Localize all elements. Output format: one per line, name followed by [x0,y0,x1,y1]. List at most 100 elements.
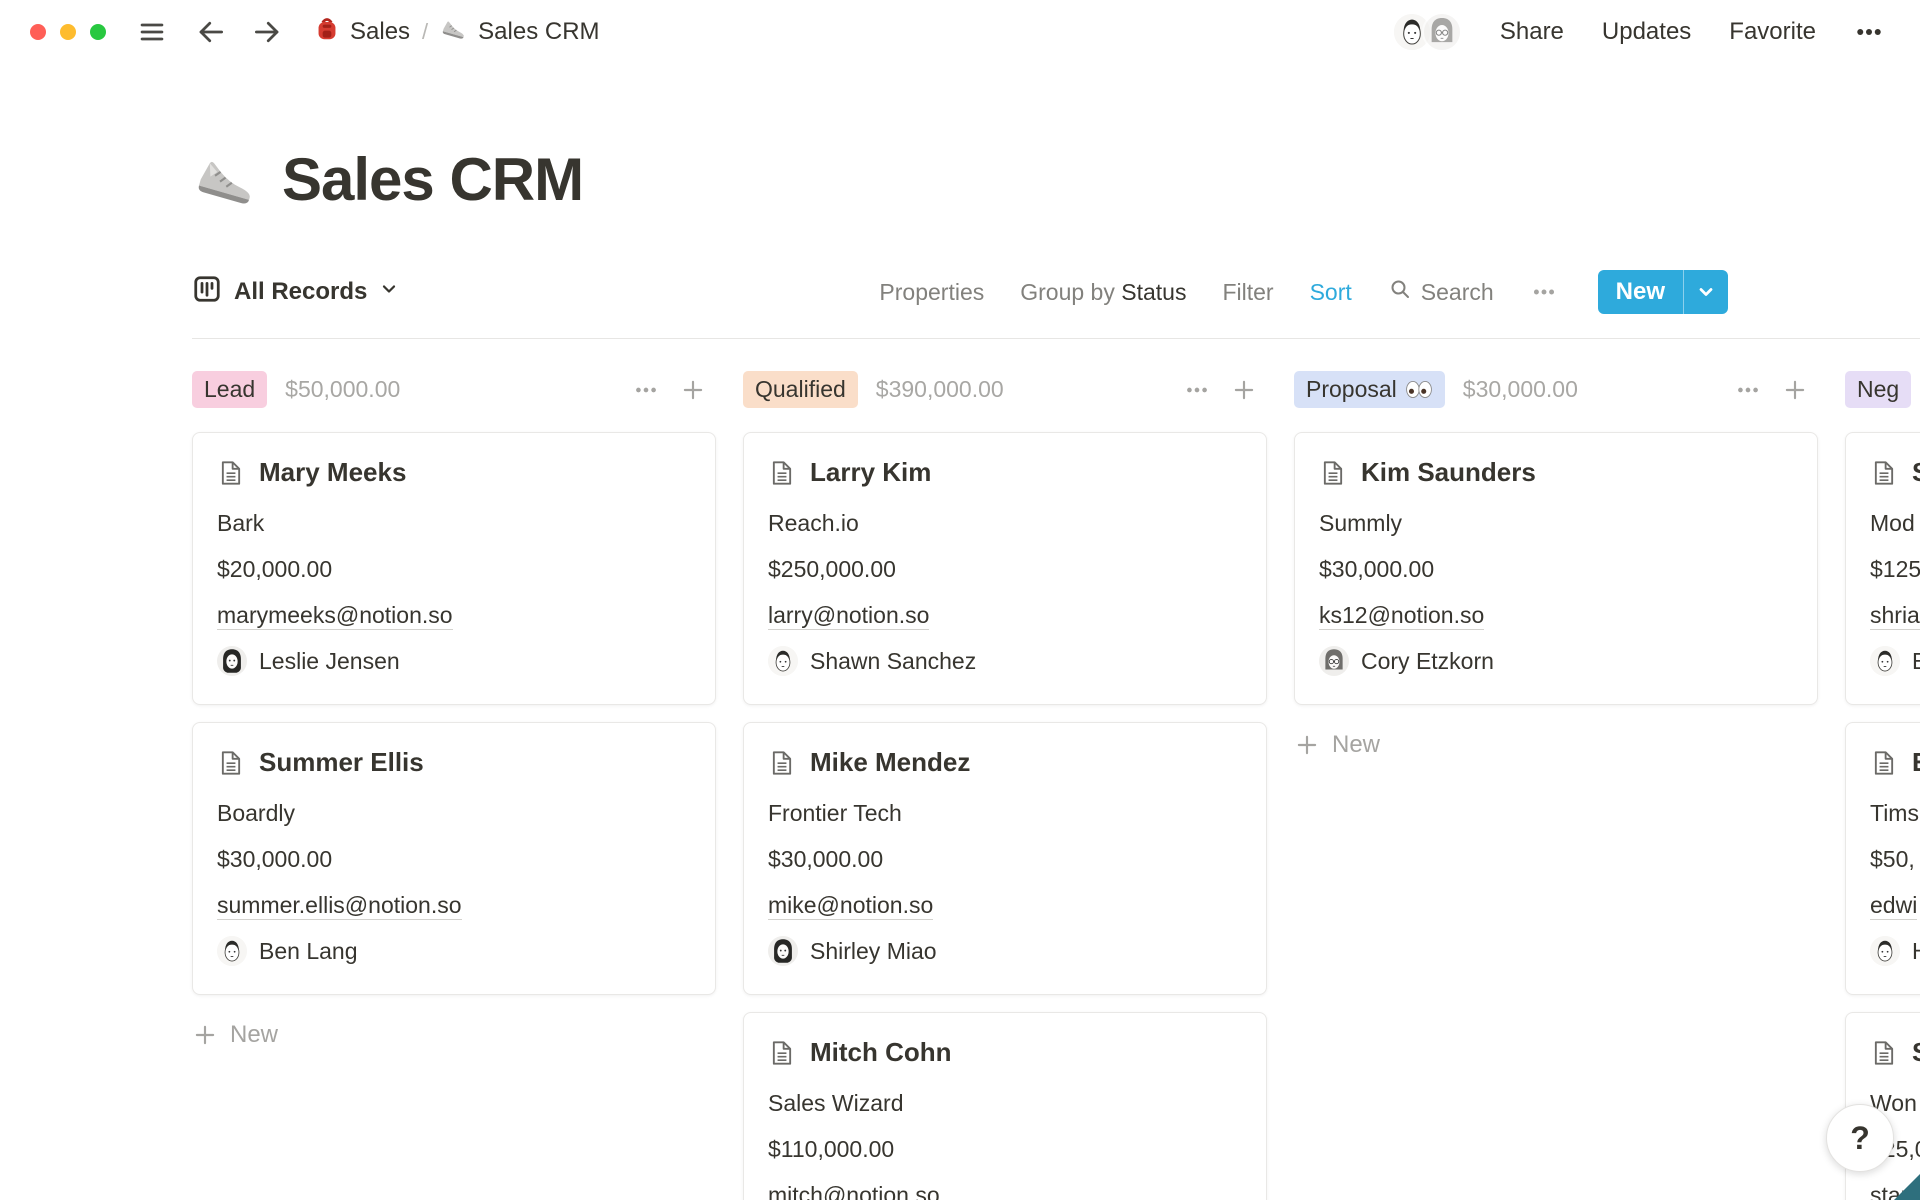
column-sum: $390,000.00 [875,376,1004,402]
page-icon [1870,749,1898,777]
person-name: Shawn Sanchez [810,647,977,674]
card-email-link[interactable]: ks12@notion.so [1319,602,1485,630]
column-header: Proposal $30,000.00 [1294,371,1818,408]
backpack-icon [314,16,340,49]
page-icon [217,459,245,487]
status-badge[interactable]: Neg [1845,371,1912,408]
status-badge[interactable]: Proposal [1294,371,1445,408]
favorite-button[interactable]: Favorite [1729,18,1816,45]
page-title[interactable]: Sales CRM [282,146,584,213]
card-email-link[interactable]: summer.ellis@notion.so [217,892,462,920]
status-badge-label: Lead [204,376,256,402]
card-person: Cory Etzkorn [1319,646,1793,676]
plus-icon [192,1022,218,1048]
page-icon [217,749,245,777]
card-company: Tims [1870,800,1919,826]
avatar [217,936,247,966]
card-value: $20,000.00 [217,556,333,582]
board: Lead $50,000.00 Mary Meeks Bark $20,000.00 ma… [192,371,1920,1200]
person-name: E [1912,647,1920,674]
board-column-neg: NegSMod$125shriaEETims$50,edwiHSWon$25,0… [1845,371,1920,1200]
back-arrow-icon[interactable] [196,17,226,47]
board-column-proposal: Proposal $30,000.00 Kim Saunders Summly $30,… [1294,371,1818,759]
card-mike-mendez[interactable]: Mike Mendez Frontier Tech $30,000.00 mike@n… [743,722,1267,995]
close-window-button[interactable] [30,24,46,40]
card-person: E [1870,646,1920,676]
share-button[interactable]: Share [1499,18,1564,45]
group-by-button[interactable]: Group by Status [1020,278,1187,305]
avatar [1319,646,1349,676]
breadcrumb-item-sales[interactable]: Sales [314,16,410,49]
column-add-card-icon[interactable] [680,377,706,403]
column-menu-icon[interactable] [632,376,660,404]
column-add-card-icon[interactable] [1231,377,1257,403]
card-e[interactable]: E Tims $50, edwi H [1845,722,1920,995]
more-options-icon[interactable] [1854,17,1884,47]
card-larry-kim[interactable]: Larry Kim Reach.io $250,000.00 larry@notion… [743,432,1267,705]
column-sum: $50,000.00 [285,376,401,402]
minimize-window-button[interactable] [60,24,76,40]
card-email-link[interactable]: shria [1870,602,1920,630]
window-controls [30,24,106,40]
sneaker-icon [440,15,468,50]
breadcrumb-item-sales-crm[interactable]: Sales CRM [440,15,600,50]
view-selector[interactable]: All Records [192,274,399,311]
page-icon [1870,1039,1898,1067]
eyes-icon [1405,380,1433,399]
card-person: Shirley Miao [768,936,1242,966]
card-email-link[interactable]: marymeeks@notion.so [217,602,453,630]
column-header: Lead $50,000.00 [192,371,716,408]
new-record-dropdown[interactable] [1684,270,1728,314]
status-badge-label: Qualified [755,376,846,402]
avatar [768,646,798,676]
plus-icon [1294,732,1320,758]
new-record-button[interactable]: New [1597,270,1728,314]
add-card-button[interactable]: New [192,1021,716,1049]
filter-button[interactable]: Filter [1222,278,1274,305]
sidebar-menu-icon[interactable] [138,18,166,46]
properties-button[interactable]: Properties [879,278,985,305]
card-company: Summly [1319,510,1403,536]
card-value: $30,000.00 [1319,556,1435,582]
view-toolbar: All Records Properties Group by Status F… [192,264,1728,320]
column-menu-icon[interactable] [1734,376,1762,404]
card-company: Sales Wizard [768,1090,904,1116]
zoom-window-button[interactable] [90,24,106,40]
page-icon [768,749,796,777]
card-kim-saunders[interactable]: Kim Saunders Summly $30,000.00 ks12@notion.… [1294,432,1818,705]
status-badge[interactable]: Qualified [743,371,858,408]
view-more-options-icon[interactable] [1530,278,1558,306]
card-title: S [1912,1037,1920,1068]
card-title: Larry Kim [810,457,932,487]
search-button[interactable]: Search [1388,277,1494,307]
add-card-button[interactable]: New [1294,731,1818,759]
help-button[interactable]: ? [1826,1104,1894,1172]
person-name: Shirley Miao [810,937,937,964]
card-email-link[interactable]: mitch@notion.so [768,1182,940,1200]
avatar[interactable] [1421,12,1462,52]
sort-button[interactable]: Sort [1309,278,1352,305]
card-s[interactable]: S Mod $125 shria E [1845,432,1920,705]
card-person: H [1870,936,1920,966]
column-menu-icon[interactable] [1183,376,1211,404]
toolbar-divider [192,338,1920,339]
updates-button[interactable]: Updates [1601,18,1692,45]
status-badge-label: Proposal [1306,376,1397,402]
card-email-link[interactable]: edwi [1870,892,1918,920]
board-column-lead: Lead $50,000.00 Mary Meeks Bark $20,000.00 ma… [192,371,716,1049]
top-bar: Sales / Sales CRM Share Updates Favorite [0,0,1920,64]
sneaker-icon[interactable] [192,146,260,214]
card-email-link[interactable]: larry@notion.so [768,602,930,630]
card-value: $250,000.00 [768,556,896,582]
status-badge[interactable]: Lead [192,371,268,408]
card-mary-meeks[interactable]: Mary Meeks Bark $20,000.00 marymeeks@notion… [192,432,716,705]
card-summer-ellis[interactable]: Summer Ellis Boardly $30,000.00 summer.elli… [192,722,716,995]
card-person: Shawn Sanchez [768,646,1242,676]
card-mitch-cohn[interactable]: Mitch Cohn Sales Wizard $110,000.00 mitch@n… [743,1012,1267,1200]
forward-arrow-icon[interactable] [252,17,282,47]
card-email-link[interactable]: mike@notion.so [768,892,934,920]
column-add-card-icon[interactable] [1782,377,1808,403]
avatar [768,936,798,966]
search-icon [1388,277,1412,307]
card-value: $110,000.00 [768,1136,895,1162]
